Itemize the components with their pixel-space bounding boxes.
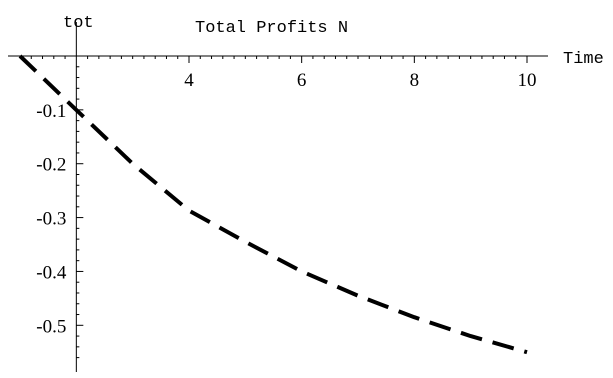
y-tick-label: -0.1 [36, 101, 66, 122]
y-tick-label: -0.4 [36, 262, 67, 283]
series-layer [18, 54, 528, 355]
y-tick-label: -0.3 [36, 209, 66, 230]
y-tick-label: -0.5 [36, 316, 66, 337]
y-axis-label: tot [63, 14, 94, 33]
series-line [18, 54, 528, 355]
chart-title: Total Profits N [195, 19, 348, 38]
axes: 4 6 8 10 -0.1 -0.2 -0.3 -0.4 -0.5 [8, 22, 548, 372]
x-axis-label: Time [563, 50, 604, 69]
x-tick-label: 6 [297, 70, 307, 91]
y-tick-label: -0.2 [36, 155, 66, 176]
x-tick-label: 8 [410, 70, 420, 91]
x-tick-label: 10 [518, 70, 537, 91]
x-tick-label: 4 [184, 70, 194, 91]
